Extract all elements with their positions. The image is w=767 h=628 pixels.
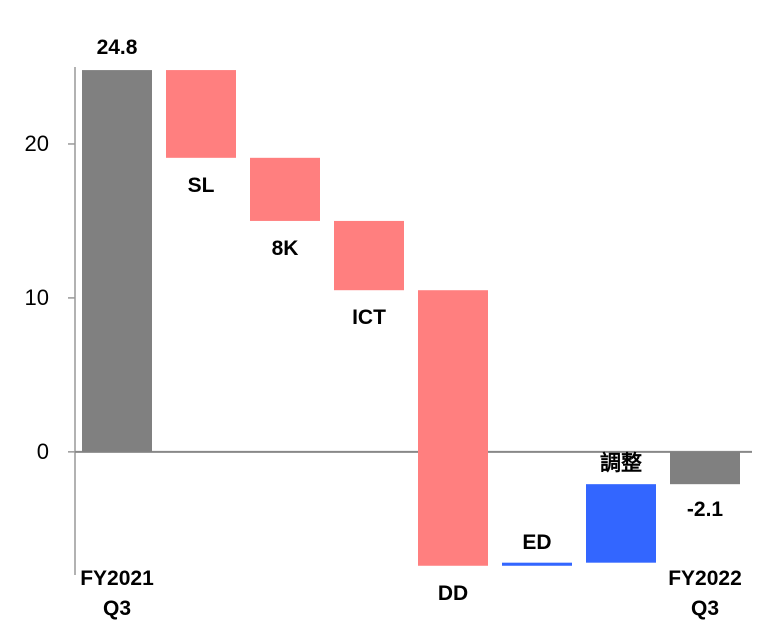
value-label: -2.1 (686, 498, 724, 522)
category-label: ED (522, 530, 552, 554)
bar (586, 484, 656, 563)
bar (670, 451, 740, 485)
category-label: ICT (352, 306, 386, 330)
bar (82, 70, 152, 452)
bar (502, 562, 572, 566)
x-tick-label: FY2021 Q3 (80, 567, 154, 620)
bar (418, 290, 488, 566)
category-label: SL (187, 173, 215, 197)
y-tick-label: 20 (24, 130, 49, 156)
category-label: 調整 (600, 452, 642, 476)
y-tick-label: 10 (24, 284, 49, 310)
bar (250, 157, 320, 221)
bar (166, 70, 236, 158)
value-label: 24.8 (96, 36, 138, 60)
y-tick-label: 0 (36, 438, 49, 464)
category-label: DD (437, 581, 469, 605)
x-tick-label: FY2022 Q3 (668, 567, 742, 620)
category-label: 8K (271, 236, 299, 260)
bar (334, 220, 404, 291)
